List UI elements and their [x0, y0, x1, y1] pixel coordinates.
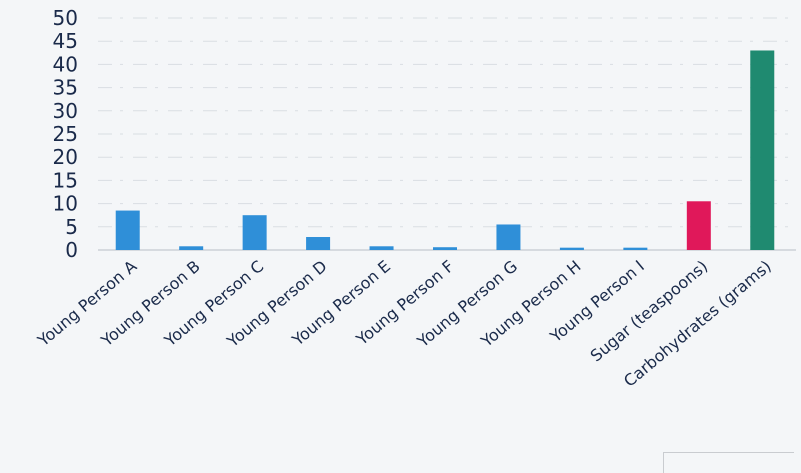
bar-young-person-i: [623, 247, 648, 250]
legend-frame: [663, 452, 794, 473]
bar-young-person-g: [496, 224, 521, 250]
y-tick-label: 30: [53, 99, 78, 123]
y-tick-label: 35: [53, 76, 78, 100]
y-tick-label: 20: [53, 145, 78, 169]
bar-young-person-f: [433, 247, 457, 250]
y-tick-label: 15: [53, 168, 78, 192]
y-tick-label: 45: [53, 29, 78, 53]
bars: [115, 50, 775, 251]
y-tick-label: 0: [65, 238, 78, 262]
bar-young-person-h: [559, 247, 584, 250]
bar-young-person-d: [306, 237, 331, 250]
grid-layer: [98, 17, 796, 251]
y-tick-label: 10: [53, 192, 78, 216]
bar-sugar-teaspoons: [686, 201, 711, 250]
y-tick-label: 5: [65, 215, 78, 239]
bar-young-person-c: [242, 215, 267, 250]
y-tick-label: 50: [53, 6, 78, 30]
bar-young-person-e: [369, 246, 394, 250]
y-tick-label: 40: [53, 52, 78, 76]
bar-young-person-a: [115, 210, 140, 250]
bar-carbohydrates-grams: [750, 50, 775, 251]
x-category-label: Sugar (teaspoons): [587, 257, 712, 366]
y-tick-label: 25: [53, 122, 78, 146]
bar-young-person-b: [179, 246, 204, 250]
